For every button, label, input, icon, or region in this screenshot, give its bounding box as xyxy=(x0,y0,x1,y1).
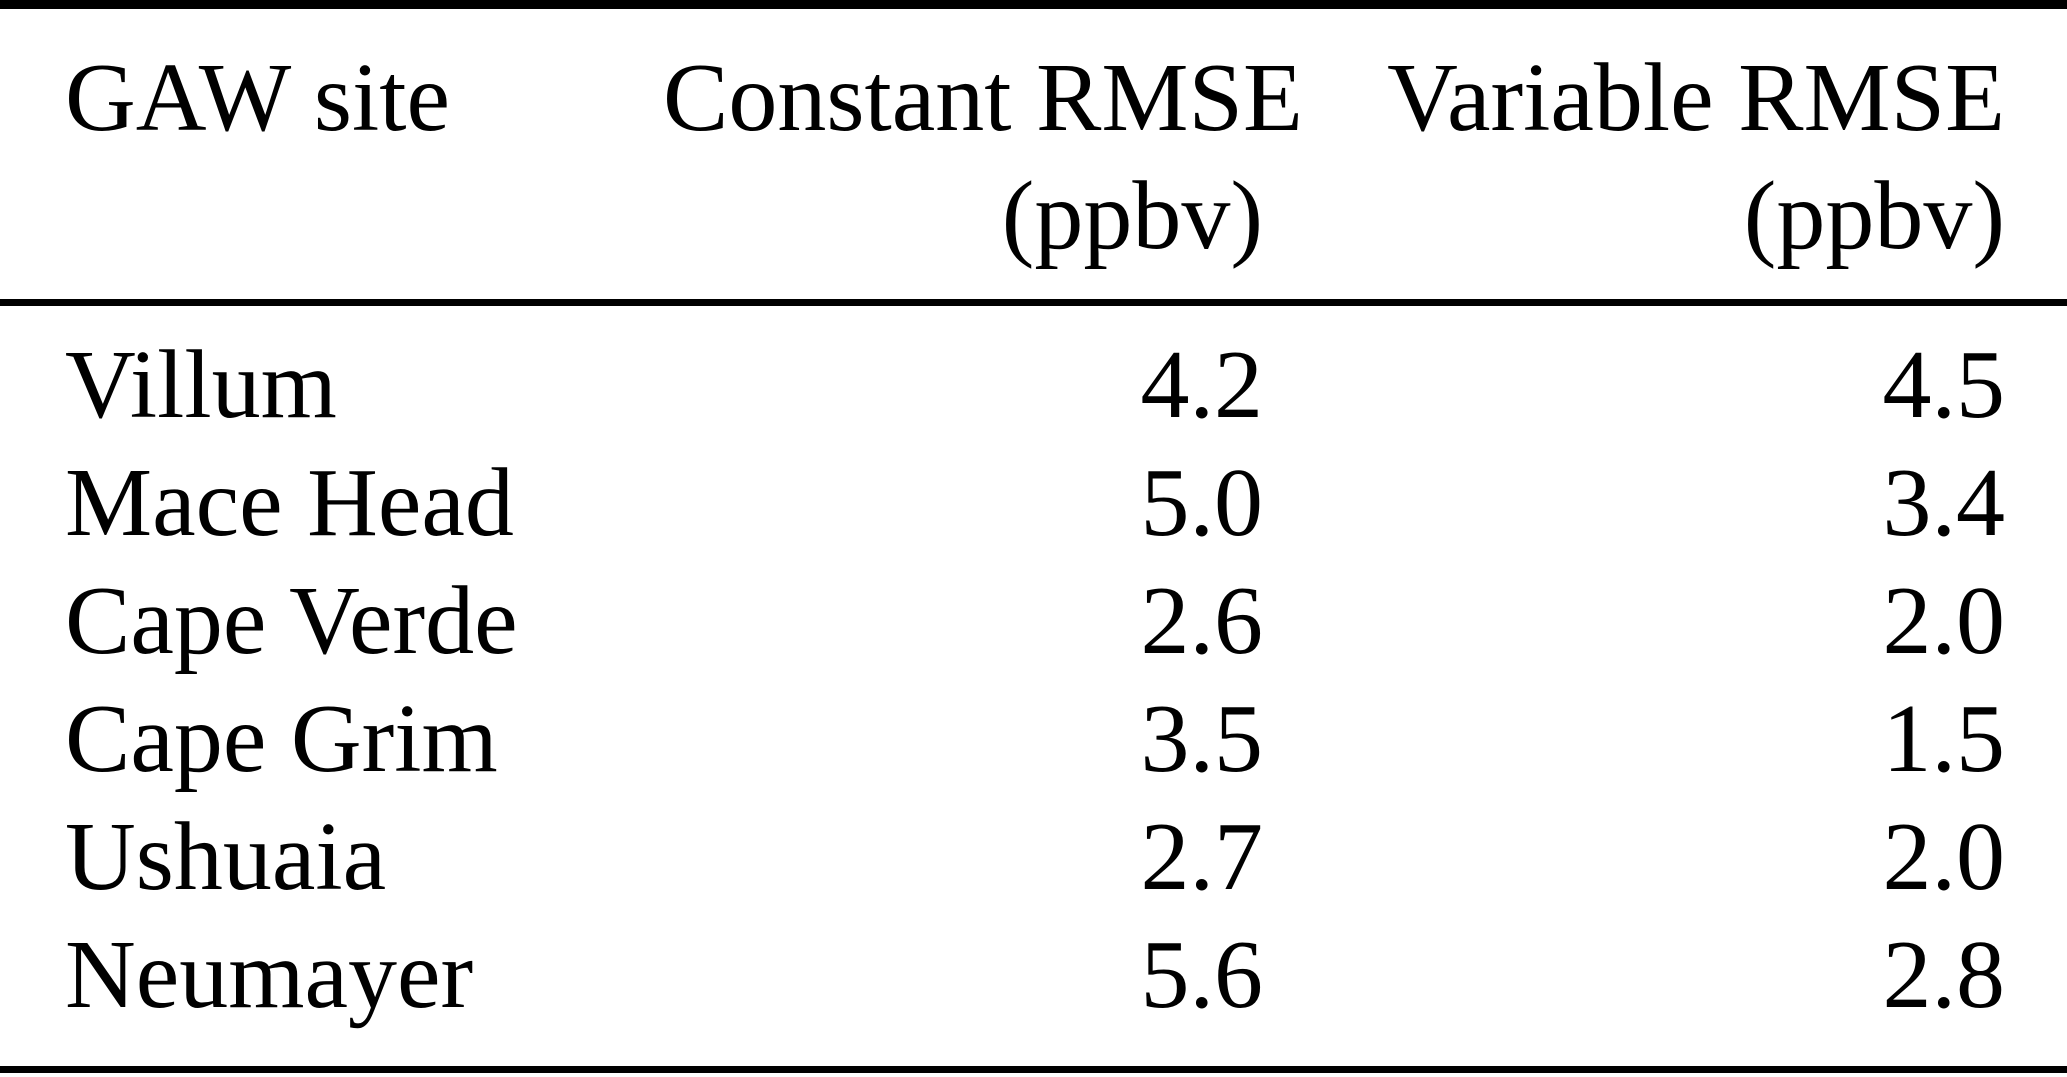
table-body: Villum 4.2 4.5 Mace Head 5.0 3.4 Cape Ve… xyxy=(0,303,2067,1070)
header-gaw-site-label: GAW site xyxy=(65,44,451,152)
table-row-neumayer: Neumayer 5.6 2.8 xyxy=(0,916,2067,1070)
table-row-ushuaia: Ushuaia 2.7 2.0 xyxy=(0,798,2067,916)
constant-rmse-cell: 3.5 xyxy=(1140,685,1264,793)
header-cell-variable-rmse: Variable RMSE (ppbv) xyxy=(1263,4,2067,306)
header-constant-rmse-label: Constant RMSE xyxy=(663,44,1303,152)
constant-rmse-cell: 4.2 xyxy=(1140,331,1264,439)
header-variable-rmse-unit: (ppbv) xyxy=(1743,162,2005,270)
table-header: GAW site Constant RMSE (ppbv) Variable R… xyxy=(0,4,2067,306)
site-name-cell: Mace Head xyxy=(65,449,514,557)
constant-rmse-cell: 5.6 xyxy=(1140,921,1264,1029)
table-row-cape-grim: Cape Grim 3.5 1.5 xyxy=(0,680,2067,798)
site-name-cell: Villum xyxy=(65,331,337,439)
site-name-cell: Cape Verde xyxy=(65,567,518,675)
header-cell-constant-rmse: Constant RMSE (ppbv) xyxy=(663,4,1303,306)
constant-rmse-cell: 5.0 xyxy=(1140,449,1264,557)
table-row-villum: Villum 4.2 4.5 xyxy=(0,303,2067,445)
variable-rmse-cell: 4.5 xyxy=(1882,331,2006,439)
variable-rmse-cell: 3.4 xyxy=(1882,449,2006,557)
variable-rmse-cell: 2.0 xyxy=(1882,567,2006,675)
constant-rmse-cell: 2.7 xyxy=(1140,803,1264,911)
header-variable-rmse-label: Variable RMSE xyxy=(1387,44,2005,152)
table-row-mace-head: Mace Head 5.0 3.4 xyxy=(0,444,2067,562)
variable-rmse-cell: 2.8 xyxy=(1882,921,2006,1029)
header-constant-rmse-unit: (ppbv) xyxy=(1001,162,1263,270)
variable-rmse-cell: 1.5 xyxy=(1882,685,2006,793)
header-row: GAW site Constant RMSE (ppbv) Variable R… xyxy=(0,4,2067,306)
site-name-cell: Ushuaia xyxy=(65,803,387,911)
site-name-cell: Cape Grim xyxy=(65,685,498,793)
header-cell-gaw-site: GAW site xyxy=(0,4,663,306)
site-name-cell: Neumayer xyxy=(65,921,474,1029)
constant-rmse-cell: 2.6 xyxy=(1140,567,1264,675)
variable-rmse-cell: 2.0 xyxy=(1882,803,2006,911)
table-row-cape-verde: Cape Verde 2.6 2.0 xyxy=(0,562,2067,680)
